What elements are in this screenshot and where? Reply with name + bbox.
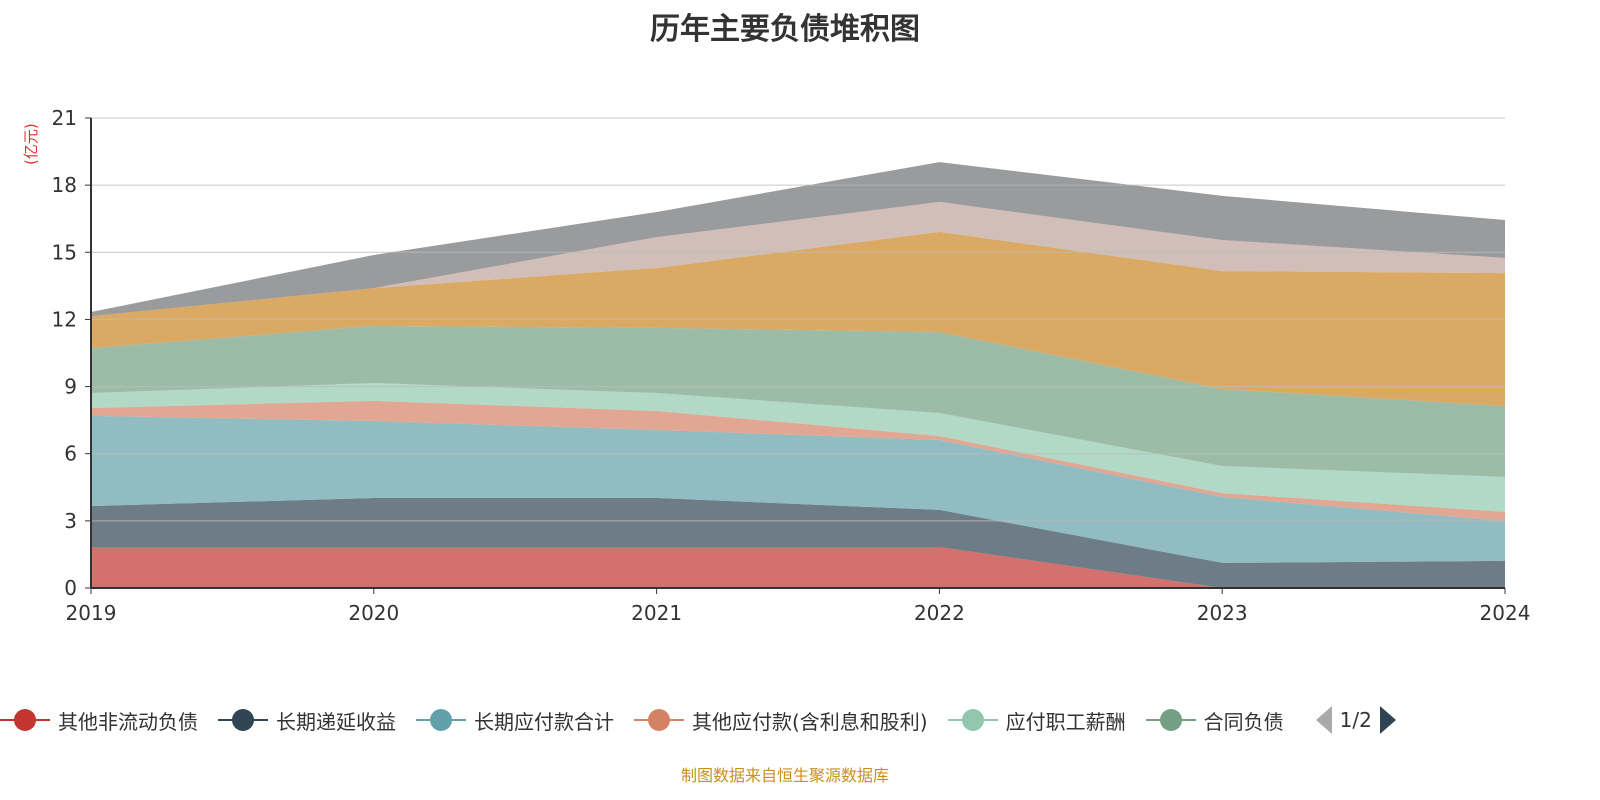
legend-pager: 1/2 [1315, 706, 1396, 734]
plot-area: 0 3 6 9 12 15 18 21 2019 2020 2021 2022 2023 2024 [52, 106, 1531, 625]
legend-marker-icon [0, 708, 50, 732]
x-tick-label: 2023 [1197, 601, 1248, 625]
y-tick-label: 0 [64, 576, 77, 600]
area-series-9 [91, 162, 1505, 317]
legend-marker-icon [416, 708, 466, 732]
area-series-6 [91, 325, 1505, 477]
legend-prev-page-icon[interactable] [1315, 706, 1332, 734]
x-tick-label: 2024 [1480, 601, 1531, 625]
x-tick-label: 2021 [631, 601, 682, 625]
legend-page-indicator: 1/2 [1339, 708, 1372, 732]
legend-marker-icon [218, 708, 268, 732]
legend-item[interactable]: 长期递延收益 [218, 706, 396, 735]
x-tick-label: 2019 [66, 601, 117, 625]
legend-item[interactable]: 应付职工薪酬 [947, 706, 1126, 735]
y-tick-label: 9 [64, 375, 77, 399]
x-tick-label: 2020 [348, 601, 399, 625]
legend-item[interactable]: 其他应付款(含利息和股利) [634, 706, 928, 735]
legend-marker-icon [947, 708, 998, 732]
legend-label: 长期应付款合计 [474, 709, 614, 734]
legend-marker-icon [1145, 708, 1196, 732]
y-tick-label: 3 [64, 509, 77, 533]
area-series-3 [91, 415, 1505, 563]
legend-label: 长期递延收益 [276, 709, 396, 734]
legend: 其他非流动负债 长期递延收益 长期应付款合计 其他应付款(含利息和股利) 应付职工薪酬 合… [0, 702, 1396, 738]
legend-item[interactable]: 长期应付款合计 [416, 706, 614, 735]
x-tick-label: 2022 [914, 601, 965, 625]
legend-label: 合同负债 [1203, 709, 1284, 734]
legend-label: 其他应付款(含利息和股利) [692, 709, 928, 734]
area-series-1 [91, 547, 1505, 588]
y-tick-label: 15 [52, 240, 77, 264]
y-tick-label: 12 [52, 307, 77, 331]
source-note: 制图数据来自恒生聚源数据库 [680, 766, 889, 785]
legend-item[interactable]: 合同负债 [1145, 706, 1284, 735]
legend-item[interactable]: 其他非流动负债 [0, 706, 198, 735]
legend-label: 应付职工薪酬 [1005, 709, 1126, 734]
y-tick-label: 21 [52, 106, 77, 130]
area-series-4 [91, 400, 1505, 522]
area-series-5 [91, 382, 1505, 512]
legend-label: 其他非流动负债 [58, 709, 198, 734]
y-tick-label: 6 [64, 442, 77, 466]
y-tick-label: 18 [52, 173, 77, 197]
legend-next-page-icon[interactable] [1379, 706, 1396, 734]
chart-title: 历年主要负债堆积图 [650, 12, 920, 47]
legend-marker-icon [634, 708, 684, 732]
